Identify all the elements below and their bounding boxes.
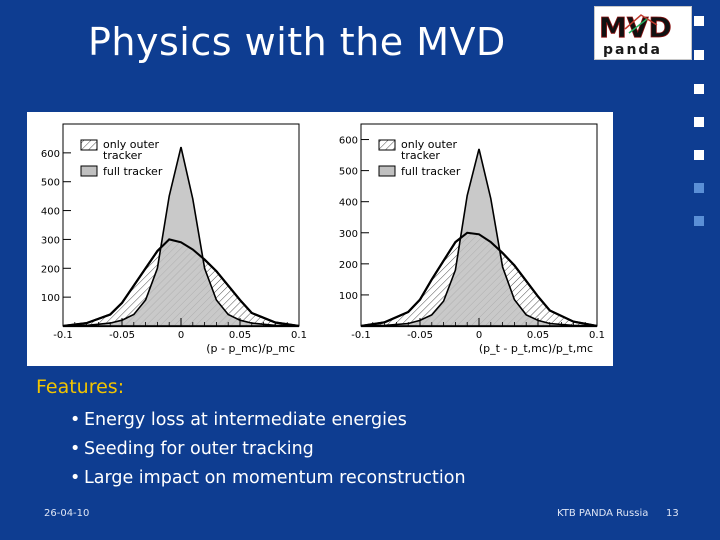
svg-text:panda: panda	[603, 42, 662, 58]
legend-label: tracker	[103, 149, 142, 162]
mvd-panda-logo: MVD panda	[594, 6, 692, 60]
legend-swatch-outer	[378, 139, 396, 151]
x-tick-label: -0.1	[53, 330, 73, 341]
page-number: 13	[666, 508, 679, 519]
bullet-text: Large impact on momentum reconstruction	[84, 468, 466, 488]
y-tick-label: 200	[339, 260, 358, 271]
bullet-text: Seeding for outer tracking	[84, 439, 314, 459]
series-area	[62, 146, 300, 327]
x-tick-label: 0	[476, 330, 482, 341]
logo-graphic: MVD panda	[599, 11, 687, 58]
bullet-icon: •	[70, 468, 81, 488]
footer-event: KTB PANDA Russia	[557, 508, 649, 519]
bullet-icon: •	[70, 439, 81, 459]
y-tick-label: 300	[339, 229, 358, 240]
y-tick-label: 600	[41, 149, 60, 160]
chart-2: -0.1 -0.05 0 0.05 0.1 100 200 300 400 500 600 (p_t …	[339, 123, 605, 355]
list-item: • Energy loss at intermediate energies	[70, 408, 466, 437]
chart-1: -0.1 -0.05 0 0.05 0.1 100 200 300 400 500 600 (p - …	[41, 123, 307, 355]
footer-date: 26-04-10	[44, 508, 90, 519]
bullet-text: Energy loss at intermediate energies	[84, 410, 407, 430]
histogram-plots: -0.1 -0.05 0 0.05 0.1 100 200 300 400 500 600 (p - …	[41, 123, 605, 355]
list-item: • Large impact on momentum reconstruction	[70, 466, 466, 495]
y-tick-label: 200	[41, 264, 60, 275]
legend-label: full tracker	[401, 165, 461, 178]
deco-square	[694, 50, 704, 60]
deco-square	[694, 117, 704, 127]
deco-square	[694, 183, 704, 193]
series-outline	[62, 238, 300, 327]
legend-label: full tracker	[103, 165, 163, 178]
x-tick-label: 0.1	[589, 330, 605, 341]
features-heading: Features:	[36, 376, 125, 398]
legend-label: only outer	[401, 138, 458, 151]
x-tick-label: 0.05	[527, 330, 549, 341]
list-item: • Seeding for outer tracking	[70, 437, 466, 466]
series-area	[360, 148, 598, 327]
x-tick-label: -0.05	[109, 330, 135, 341]
y-tick-label: 400	[339, 198, 358, 209]
x-tick-label: -0.05	[407, 330, 433, 341]
y-tick-label: 500	[41, 178, 60, 189]
series-outline	[360, 231, 598, 327]
x-tick-label: 0	[178, 330, 184, 341]
slide-title: Physics with the MVD	[88, 20, 506, 64]
deco-square	[694, 84, 704, 94]
deco-square	[694, 16, 704, 26]
legend-swatch-outer	[80, 139, 98, 151]
y-tick-label: 100	[41, 293, 60, 304]
legend-swatch-full	[378, 165, 396, 177]
y-tick-label: 100	[339, 291, 358, 302]
bullet-icon: •	[70, 410, 81, 430]
x-axis-label: (p_t - p_t,mc)/p_t,mc	[479, 342, 593, 355]
x-tick-label: 0.05	[229, 330, 251, 341]
histogram-panel: -0.1 -0.05 0 0.05 0.1 100 200 300 400 500 600 (p - …	[27, 112, 613, 366]
x-tick-label: -0.1	[351, 330, 371, 341]
deco-square	[694, 150, 704, 160]
legend-label: tracker	[401, 149, 440, 162]
y-tick-label: 500	[339, 167, 358, 178]
x-tick-label: 0.1	[291, 330, 307, 341]
x-axis-label: (p - p_mc)/p_mc	[206, 342, 295, 355]
legend-swatch-full	[80, 165, 98, 177]
y-tick-label: 600	[339, 136, 358, 147]
y-tick-label: 300	[41, 235, 60, 246]
feature-list: • Energy loss at intermediate energies • S…	[70, 408, 466, 495]
deco-square	[694, 216, 704, 226]
legend-label: only outer	[103, 138, 160, 151]
y-tick-label: 400	[41, 207, 60, 218]
